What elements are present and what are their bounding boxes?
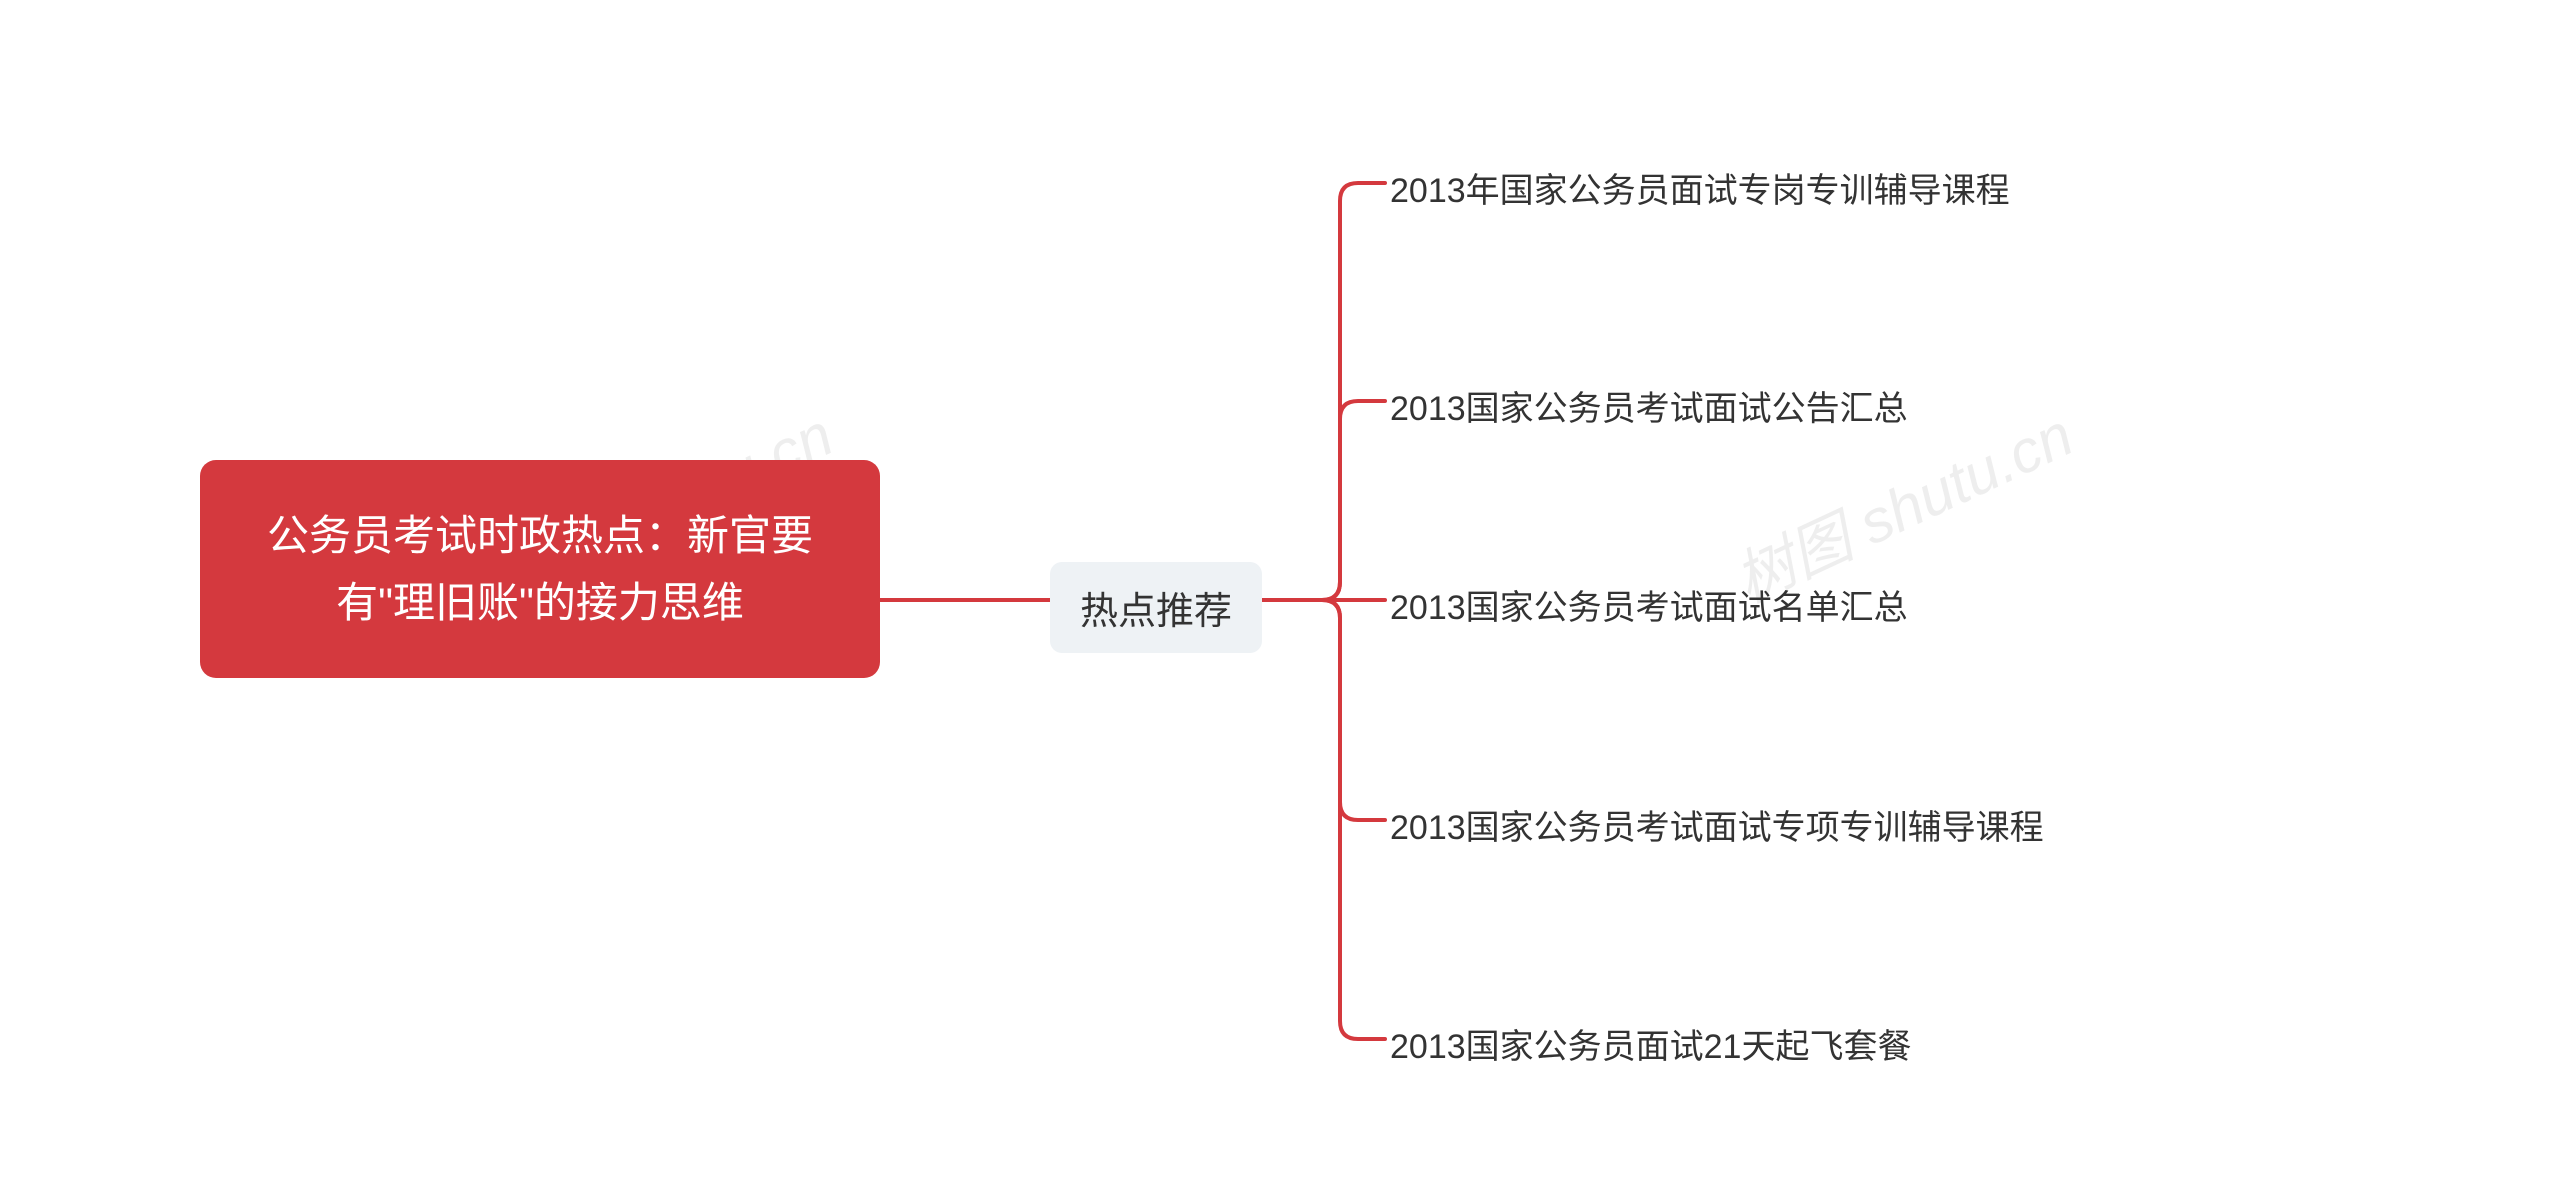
mindmap-container: 树图 shutu.cn 树图 shutu.cn 公务员考试时政热点：新官要有"理… [0,0,2560,1203]
leaf-node-0: 2013年国家公务员面试专岗专训辅导课程 [1390,163,2010,212]
hub-node: 热点推荐 [1050,562,1262,653]
leaf-node-2: 2013国家公务员考试面试名单汇总 [1390,580,1908,629]
leaf-node-3: 2013国家公务员考试面试专项专训辅导课程 [1390,800,2044,849]
leaf-node-1: 2013国家公务员考试面试公告汇总 [1390,381,1908,430]
leaf-node-4: 2013国家公务员面试21天起飞套餐 [1390,1019,1911,1068]
root-node: 公务员考试时政热点：新官要有"理旧账"的接力思维 [200,460,880,678]
